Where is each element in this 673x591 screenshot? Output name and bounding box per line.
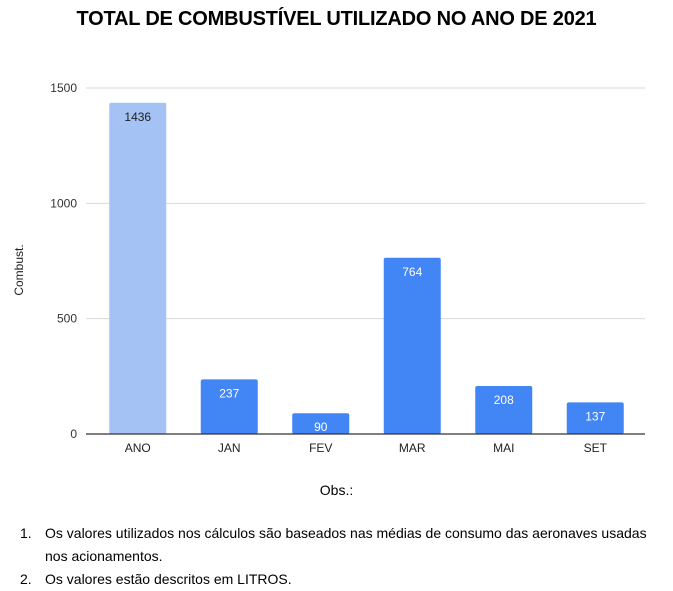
- data-label: 90: [314, 420, 328, 434]
- note-text: Os valores estão descritos em LITROS.: [45, 571, 292, 587]
- bar-set[interactable]: [566, 402, 624, 434]
- notes-list: 1. Os valores utilizados nos cálculos sã…: [0, 522, 665, 591]
- y-axis-label: Combust.: [12, 244, 26, 295]
- data-label: 1436: [124, 110, 151, 124]
- x-tick-label: JAN: [218, 441, 241, 455]
- x-axis-ticks: ANO JAN FEV MAR MAI SET: [86, 433, 645, 455]
- obs-label: Obs.:: [319, 482, 354, 498]
- bars: [109, 102, 624, 434]
- bar-mai[interactable]: [475, 386, 533, 434]
- x-tick-label: MAR: [399, 441, 426, 455]
- x-tick-label: ANO: [125, 441, 151, 455]
- y-axis-ticks: 0 500 1000 1500: [50, 81, 77, 441]
- note-item: 1. Os valores utilizados nos cálculos sã…: [0, 522, 665, 568]
- data-label: 137: [585, 409, 605, 423]
- data-label: 237: [219, 386, 239, 400]
- x-tick-label: SET: [584, 441, 608, 455]
- note-number: 1.: [20, 525, 32, 541]
- bar-mar[interactable]: [383, 257, 441, 434]
- data-labels: 1436 237 90 764 208 137: [124, 110, 605, 434]
- bar-jan[interactable]: [200, 379, 258, 434]
- chart-title: TOTAL DE COMBUSTÍVEL UTILIZADO NO ANO DE…: [76, 8, 597, 30]
- x-tick-label: FEV: [309, 441, 332, 455]
- x-tick-label: MAI: [493, 441, 514, 455]
- data-label: 764: [402, 265, 422, 279]
- bar-fev[interactable]: [292, 413, 350, 434]
- gridlines: [86, 87, 645, 320]
- note-number: 2.: [20, 571, 32, 587]
- y-tick-label: 0: [70, 427, 77, 441]
- bar-ano[interactable]: [109, 102, 167, 434]
- note-text: Os valores utilizados nos cálculos são b…: [45, 525, 647, 564]
- y-tick-label: 1000: [50, 196, 77, 210]
- y-tick-label: 1500: [50, 81, 77, 95]
- data-label: 208: [494, 393, 514, 407]
- note-item: 2. Os valores estão descritos em LITROS.: [0, 568, 665, 591]
- bar-chart: 0 500 1000 1500 1436 237 90 764 208 137 ANO JAN FE…: [12, 81, 645, 455]
- y-tick-label: 500: [57, 312, 77, 326]
